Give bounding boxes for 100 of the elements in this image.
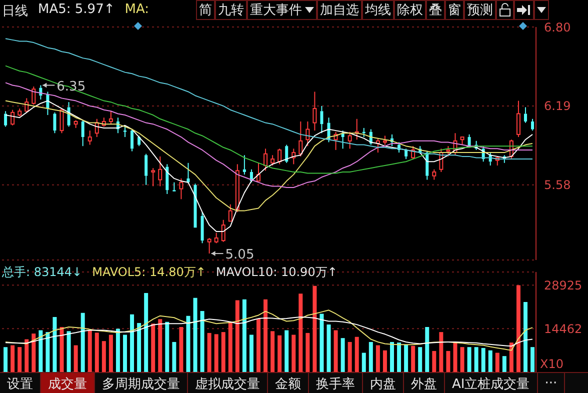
candlestick [524,106,527,124]
bar [151,324,156,372]
bar [474,347,478,372]
bar [214,334,218,372]
y-tick-label: 6.80 [544,20,571,34]
candlestick [312,91,317,132]
bar [221,332,226,372]
bar [397,342,402,372]
text: AI立桩成交量 [445,373,538,393]
bar [368,342,373,372]
y-tick-label: 14462 [544,322,582,336]
text: 金额 [268,373,309,393]
text: MA: [124,2,149,19]
text: 九转 [215,0,247,20]
text: ··· [538,373,566,393]
bar [362,352,366,372]
text: 均线 [362,0,394,20]
bar [158,319,162,372]
bar [326,324,331,372]
bar [108,334,113,372]
bar [348,342,352,372]
text: 预测 [464,0,496,20]
text: 简 [196,0,215,20]
bar [411,346,416,372]
text: 内盘 [363,373,404,393]
text: 窗 [445,0,464,20]
bar [207,332,212,372]
bar [292,334,296,372]
bar [488,350,492,372]
annotation: 总手: 83144↓ [2,264,82,281]
bar [172,342,176,372]
bar [390,342,394,372]
bar [242,299,246,372]
bar [270,331,275,372]
candlestick [158,156,162,187]
bar [94,332,99,372]
bar [10,345,15,372]
bar [404,344,408,372]
text: 除权 [394,0,426,20]
bar [137,323,142,372]
bar [376,345,380,372]
bar [102,341,106,372]
bar [425,326,430,372]
bar [235,300,240,372]
bar [130,314,134,372]
bar [481,348,486,372]
bar [249,334,254,372]
bar [80,312,85,372]
text: 虚拟成交量 [188,373,268,393]
candlestick [166,164,169,194]
bar [179,326,184,372]
text: 加自选 [317,0,362,20]
text: 外盘 [404,373,445,393]
bar [306,332,310,372]
bar [52,317,57,372]
line-series [5,82,533,188]
bar [278,335,282,372]
bar [38,330,43,372]
bar [298,294,303,372]
annotation: MAVOL5: 14.80万↑ [92,264,206,281]
bar [320,314,324,372]
y-tick-label: 28925 [544,278,582,292]
bar [228,322,232,372]
bar [453,342,458,372]
text: 设置 [0,373,41,393]
bar [18,347,22,372]
bar [193,298,198,372]
bar [340,338,345,372]
bar [334,330,338,372]
bar [264,299,268,372]
text: 重大事件 [247,0,317,20]
bar [46,332,50,372]
bar [256,318,260,372]
bar [516,285,520,372]
bar [446,350,450,372]
bar [354,336,359,372]
y-tick-label: 5.58 [544,178,571,192]
text: 成交量 [41,373,95,393]
bar [509,342,514,372]
bar [502,356,506,372]
bar [24,339,29,372]
text: 日线 [2,3,28,20]
bar [88,330,92,372]
line-series [5,316,533,347]
bar [165,322,170,372]
y-tick-label: 6.19 [544,99,571,114]
y-axis-title: X10 [540,357,564,371]
text: MA5: 5.97↑ [38,2,115,19]
text: 叠 [426,0,445,20]
bar [523,302,528,372]
candlestick [320,105,324,134]
bar [418,347,422,372]
bar [284,330,289,372]
text: 多周期成交量 [95,373,188,393]
bar [495,352,500,372]
bar [116,328,120,372]
bar [32,334,36,372]
bar [467,347,472,372]
bar [4,347,8,372]
bar [186,316,190,372]
